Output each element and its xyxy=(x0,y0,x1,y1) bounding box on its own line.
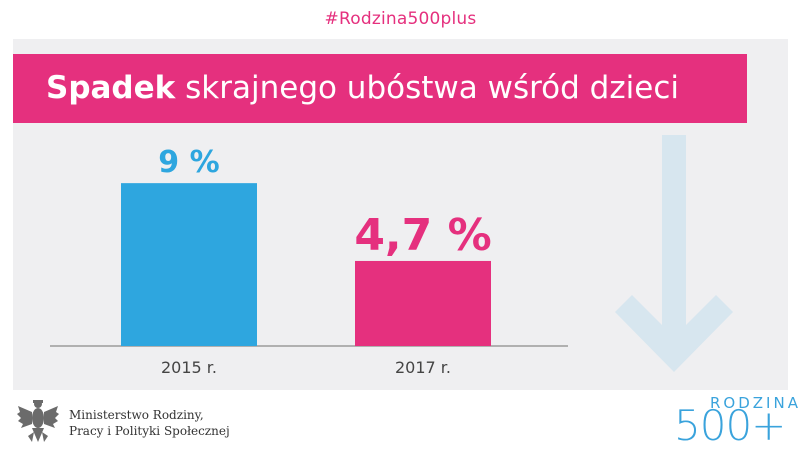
category-label-1: 2015 r. xyxy=(161,358,217,377)
headline-rest: skrajnego ubóstwa wśród dzieci xyxy=(175,70,679,106)
hashtag: #Rodzina500plus xyxy=(324,9,477,29)
bar-1 xyxy=(121,183,257,346)
ministry-line-1: Ministerstwo Rodziny, xyxy=(69,408,204,422)
headline-banner: Spadek skrajnego ubóstwa wśród dzieci xyxy=(13,54,747,123)
value-label-1: 9 % xyxy=(158,145,219,180)
rodzina-500-plus-logo: RODZINA 500+ xyxy=(674,395,798,450)
value-label-2: 4,7 % xyxy=(354,210,491,261)
logo-rodzina-text: RODZINA xyxy=(710,394,801,412)
arrow-down-icon xyxy=(615,135,733,372)
ministry-line-2: Pracy i Polityki Społecznej xyxy=(69,424,230,438)
category-label-2: 2017 r. xyxy=(395,358,451,377)
bar-2 xyxy=(355,260,491,346)
eagle-emblem-icon xyxy=(17,400,59,442)
logo-500-plus-text: 500+ xyxy=(674,401,786,450)
headline-bold: Spadek xyxy=(46,70,176,106)
ministry-name: Ministerstwo Rodziny, Pracy i Polityki S… xyxy=(69,407,230,439)
headline: Spadek skrajnego ubóstwa wśród dzieci xyxy=(46,54,679,123)
